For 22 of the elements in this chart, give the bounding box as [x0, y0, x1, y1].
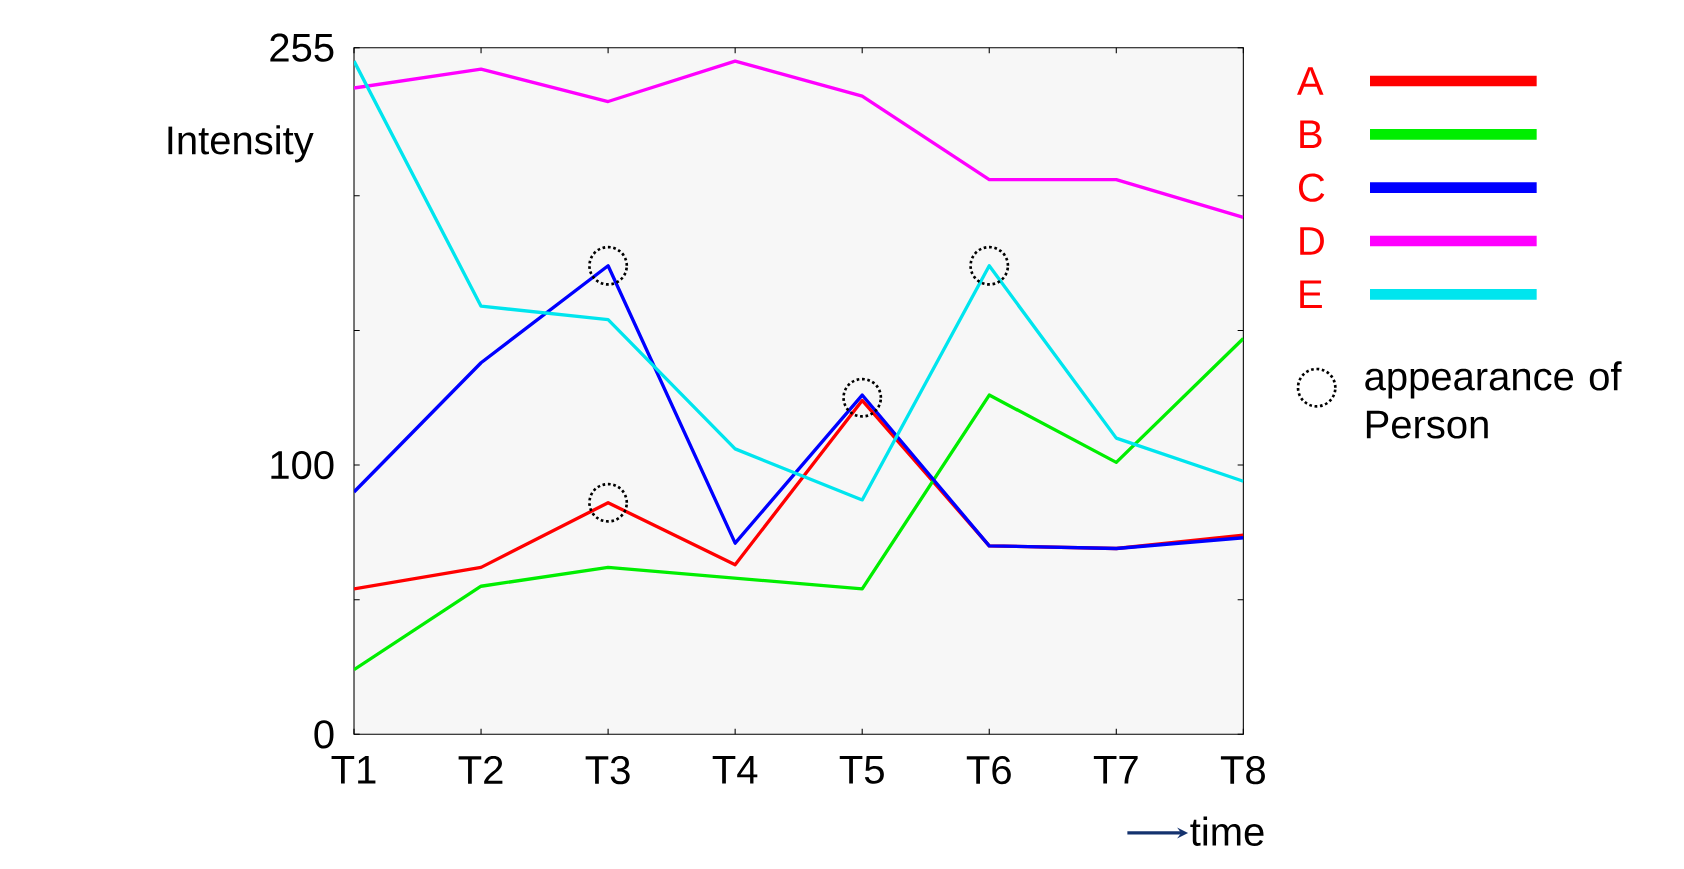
text: appearance of Person	[1365, 361, 1622, 439]
legend-label: C	[1298, 173, 1325, 202]
legend-label: A	[1297, 67, 1324, 95]
line-series	[354, 264, 1244, 551]
line-series	[354, 59, 1244, 219]
x-tick-label: T7	[1093, 755, 1138, 784]
x-tick-label: T5	[839, 755, 884, 784]
x-tick-label: T4	[712, 755, 758, 784]
x-tick-label: T3	[585, 755, 630, 785]
y-tick-label: 255	[270, 33, 334, 62]
y-tick-label: 0	[314, 720, 334, 749]
x-axis-title: time	[1190, 816, 1264, 846]
legend-label: B	[1300, 120, 1322, 149]
line-series	[354, 59, 1244, 502]
y-axis-title: Intensity	[168, 125, 314, 163]
y-tick-label: 100	[271, 450, 334, 480]
legend-label: D	[1300, 227, 1324, 255]
x-tick-label: T2	[458, 755, 503, 784]
legend-label: E	[1300, 280, 1322, 309]
x-tick-label: T6	[966, 755, 1011, 785]
x-tick-label: T8	[1220, 755, 1265, 785]
x-tick-label: T1	[331, 755, 376, 784]
